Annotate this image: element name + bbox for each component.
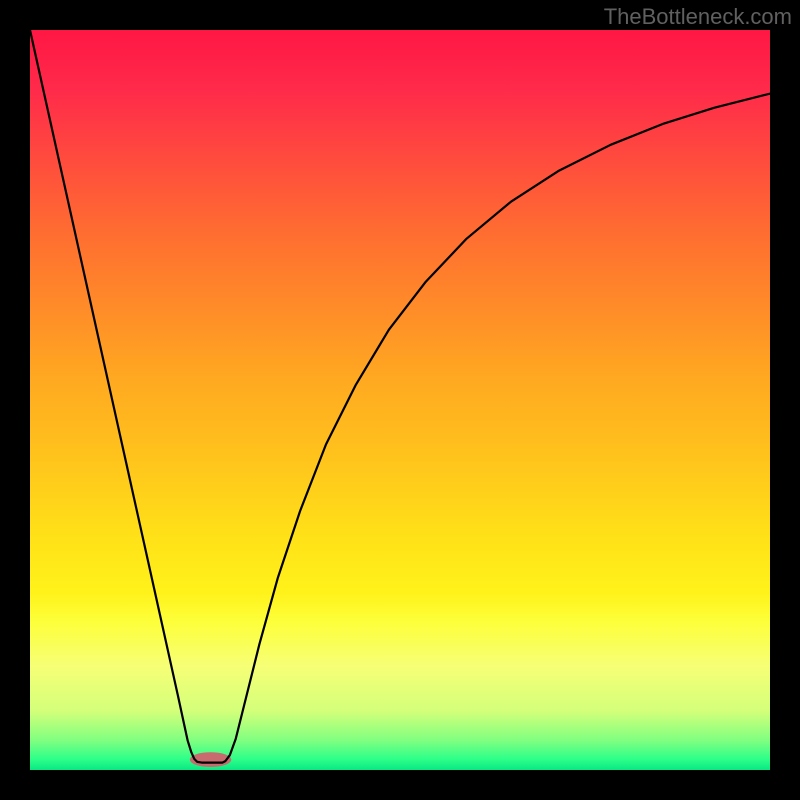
watermark-text: TheBottleneck.com <box>604 4 792 30</box>
plot-area <box>30 30 770 770</box>
gradient-background <box>30 30 770 770</box>
chart-svg <box>30 30 770 770</box>
chart-container: TheBottleneck.com <box>0 0 800 800</box>
